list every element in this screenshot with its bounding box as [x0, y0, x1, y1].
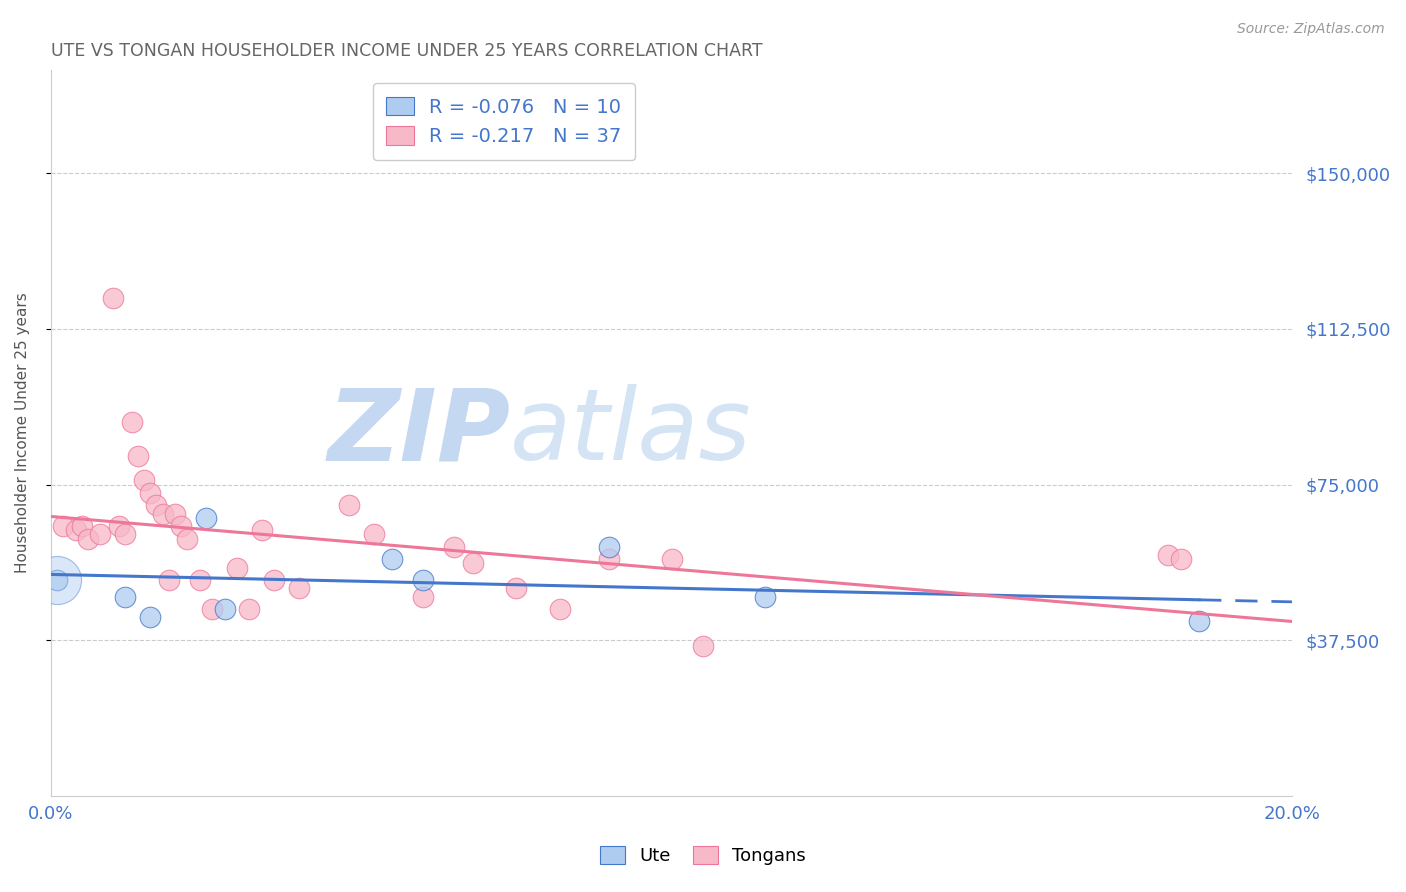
Point — [754, 590, 776, 604]
Point — [163, 507, 186, 521]
Text: ZIP: ZIP — [328, 384, 510, 481]
Point — [381, 552, 404, 566]
Point — [108, 519, 131, 533]
Point — [127, 449, 149, 463]
Point — [363, 527, 385, 541]
Point — [70, 519, 93, 533]
Legend: Ute, Tongans: Ute, Tongans — [593, 839, 813, 872]
Point — [238, 602, 260, 616]
Point — [152, 507, 174, 521]
Point — [139, 486, 162, 500]
Point — [195, 510, 218, 524]
Point — [89, 527, 111, 541]
Legend: R = -0.076   N = 10, R = -0.217   N = 37: R = -0.076 N = 10, R = -0.217 N = 37 — [373, 83, 636, 160]
Text: UTE VS TONGAN HOUSEHOLDER INCOME UNDER 25 YEARS CORRELATION CHART: UTE VS TONGAN HOUSEHOLDER INCOME UNDER 2… — [51, 42, 762, 60]
Point — [101, 291, 124, 305]
Point — [598, 540, 620, 554]
Point — [1170, 552, 1192, 566]
Point — [176, 532, 198, 546]
Point — [1188, 615, 1211, 629]
Point — [201, 602, 224, 616]
Point — [214, 602, 236, 616]
Point — [1157, 548, 1180, 562]
Point — [548, 602, 571, 616]
Point — [46, 573, 69, 587]
Point — [337, 498, 360, 512]
Point — [412, 590, 434, 604]
Point — [114, 590, 136, 604]
Point — [77, 532, 100, 546]
Point — [250, 523, 273, 537]
Point — [114, 527, 136, 541]
Y-axis label: Householder Income Under 25 years: Householder Income Under 25 years — [15, 293, 30, 573]
Text: Source: ZipAtlas.com: Source: ZipAtlas.com — [1237, 22, 1385, 37]
Point — [412, 573, 434, 587]
Point — [145, 498, 167, 512]
Point — [65, 523, 87, 537]
Point — [692, 640, 714, 654]
Point — [598, 552, 620, 566]
Point — [661, 552, 683, 566]
Point — [461, 557, 484, 571]
Point — [505, 582, 527, 596]
Point — [188, 573, 211, 587]
Point — [443, 540, 465, 554]
Point — [139, 610, 162, 624]
Point — [52, 519, 75, 533]
Text: atlas: atlas — [510, 384, 752, 481]
Point — [170, 519, 193, 533]
Point — [121, 415, 143, 429]
Point — [132, 474, 155, 488]
Point — [46, 573, 69, 587]
Point — [263, 573, 285, 587]
Point — [226, 560, 249, 574]
Point — [157, 573, 180, 587]
Point — [288, 582, 311, 596]
